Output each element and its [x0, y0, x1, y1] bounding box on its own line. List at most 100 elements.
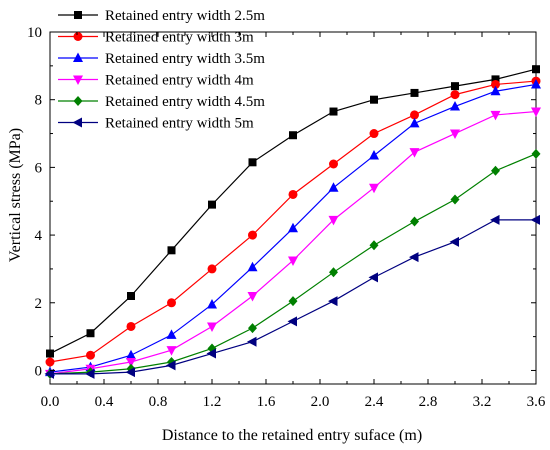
y-axis-label: Vertical stress (MPa): [7, 128, 24, 262]
legend-label: Retained entry width 2.5m: [105, 8, 265, 24]
y-tick-label: 2: [35, 296, 43, 312]
data-point: [451, 82, 459, 91]
y-tick-label: 8: [35, 93, 43, 109]
y-tick-label: 0: [35, 363, 43, 379]
data-point: [166, 346, 177, 356]
x-axis-ticks: 0.0 0.4 0.8 1.2 1.6 2.0 2.4 2.8 3.2 3.6: [41, 32, 546, 410]
data-point: [450, 129, 460, 140]
data-point: [86, 350, 95, 360]
data-point: [369, 183, 379, 194]
legend-item: Retained entry width 4m: [58, 73, 254, 89]
data-point: [450, 90, 460, 100]
series-line: [49, 110, 537, 375]
y-axis-ticks: 0 2 4 6 8 10: [27, 25, 536, 379]
series-layer: [44, 65, 541, 380]
y-tick-label: 10: [27, 25, 42, 41]
data-point: [207, 298, 217, 309]
data-point: [126, 349, 136, 360]
legend-marker: [73, 96, 83, 106]
y-tick-label: 4: [35, 228, 43, 244]
data-point: [531, 148, 541, 159]
x-tick-label: 2.4: [365, 394, 384, 410]
data-point: [207, 264, 217, 274]
data-point: [86, 329, 95, 338]
data-point: [491, 79, 500, 89]
data-point: [368, 272, 378, 283]
data-point: [288, 189, 298, 199]
data-point: [127, 292, 135, 300]
data-point: [369, 240, 379, 251]
legend-label: Retained entry width 3.5m: [105, 51, 265, 67]
x-tick-label: 2.0: [311, 394, 330, 410]
data-point: [450, 100, 460, 111]
legend-marker: [73, 75, 83, 85]
data-point: [369, 150, 379, 160]
data-point: [167, 246, 176, 255]
data-point: [329, 267, 338, 278]
data-point: [531, 107, 541, 118]
data-point: [369, 129, 379, 139]
x-axis-label: Distance to the retained entry suface (m…: [162, 427, 422, 444]
legend-label: Retained entry width 5m: [105, 116, 254, 132]
legend-item: Retained entry width 3.5m: [58, 51, 265, 67]
x-tick-label: 0.0: [41, 394, 60, 410]
data-point: [85, 368, 95, 379]
data-point: [410, 110, 419, 120]
x-tick-label: 2.8: [419, 394, 438, 410]
data-point: [248, 230, 257, 240]
data-point: [370, 95, 378, 104]
data-point: [126, 358, 136, 368]
x-tick-label: 3.6: [527, 394, 546, 410]
x-tick-label: 1.6: [257, 394, 276, 410]
legend-item: Retained entry width 3m: [58, 30, 254, 46]
data-point: [490, 214, 500, 225]
data-point: [532, 65, 540, 74]
data-point: [288, 222, 298, 233]
data-point: [288, 296, 298, 307]
data-point: [247, 261, 258, 272]
data-point: [125, 367, 135, 378]
x-tick-label: 0.8: [149, 394, 168, 410]
data-point: [287, 316, 297, 327]
series-1: [46, 65, 540, 358]
series-line: [49, 68, 537, 355]
legend: Retained entry width 2.5m Retained entry …: [58, 8, 265, 132]
data-point: [531, 78, 541, 89]
data-point: [166, 329, 177, 339]
data-point: [410, 88, 419, 97]
data-point: [450, 194, 460, 205]
data-point: [207, 322, 217, 332]
data-point: [449, 236, 459, 247]
legend-label: Retained entry width 3m: [105, 30, 254, 46]
series-4: [45, 107, 541, 380]
data-point: [490, 85, 501, 96]
legend-item: Retained entry width 4.5m: [58, 94, 265, 110]
data-point: [409, 148, 420, 158]
legend-marker: [74, 11, 82, 19]
data-point: [166, 360, 176, 371]
data-point: [247, 336, 257, 347]
y-tick-label: 6: [35, 160, 43, 176]
x-tick-label: 0.4: [95, 394, 114, 410]
data-point: [46, 349, 54, 358]
legend-item: Retained entry width 5m: [58, 116, 254, 132]
data-point: [329, 107, 338, 116]
data-point: [328, 182, 339, 192]
data-point: [45, 357, 55, 367]
data-point: [491, 165, 500, 176]
data-point: [248, 158, 257, 167]
legend-label: Retained entry width 4.5m: [105, 94, 265, 110]
data-point: [167, 298, 176, 308]
data-point: [248, 323, 257, 334]
data-point: [409, 252, 419, 263]
data-point: [288, 256, 298, 266]
data-point: [329, 159, 338, 169]
data-point: [490, 110, 501, 121]
data-point: [328, 296, 338, 307]
legend-label: Retained entry width 4m: [105, 73, 254, 89]
data-point: [530, 214, 540, 225]
data-point: [410, 216, 419, 227]
data-point: [247, 292, 258, 302]
